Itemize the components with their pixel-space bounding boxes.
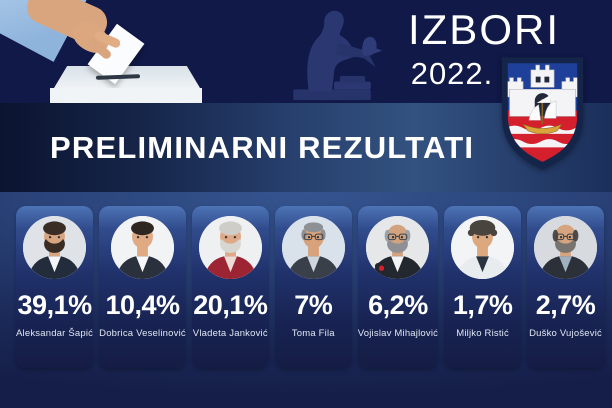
candidate-card: 6,2% Vojislav Mihajlović [357, 206, 439, 368]
ballot-box-front [50, 88, 202, 103]
pobednik-statue-icon [293, 10, 383, 101]
candidate-name: Toma Fila [291, 328, 335, 339]
candidate-photo [198, 216, 262, 279]
title-year: 2022. [410, 56, 494, 91]
results-section: 39,1% Aleksandar Šapić 10,4% Dobrica Ves… [0, 192, 612, 408]
candidate-photo [534, 216, 598, 279]
title: IZBORI [407, 6, 560, 53]
candidate-name: Aleksandar Šapić [16, 328, 94, 339]
candidate-photo [451, 216, 515, 279]
candidate-photo [110, 216, 174, 279]
candidate-name: Duško Vujošević [529, 328, 602, 339]
banner-text: PRELIMINARNI REZULTATI [50, 130, 475, 165]
candidate-name: Vladeta Janković [192, 328, 268, 339]
candidate-name: Dobrica Veselinović [99, 328, 186, 339]
hand-casting-ballot-illustration [0, 0, 265, 103]
candidate-cards: 39,1% Aleksandar Šapić 10,4% Dobrica Ves… [16, 206, 605, 368]
candidate-card: 10,4% Dobrica Veselinović [99, 206, 186, 368]
header-section: IZBORI 2022. [0, 0, 612, 103]
candidate-photo [281, 216, 345, 279]
candidate-name: Vojislav Mihajlović [357, 328, 439, 339]
candidate-percentage: 7% [294, 290, 333, 320]
candidate-photo [23, 216, 87, 279]
candidate-name: Miljko Ristić [456, 328, 509, 339]
candidate-percentage: 10,4% [105, 290, 180, 320]
candidate-card: 2,7% Duško Vujošević [527, 206, 605, 368]
candidate-card: 20,1% Vladeta Janković [191, 206, 269, 368]
candidate-card: 7% Toma Fila [274, 206, 352, 368]
candidate-card: 1,7% Miljko Ristić [444, 206, 522, 368]
candidate-photo [366, 216, 430, 279]
candidate-percentage: 1,7% [452, 290, 513, 320]
candidate-percentage: 6,2% [368, 290, 428, 320]
candidate-percentage: 2,7% [535, 290, 596, 320]
belgrade-coat-of-arms-icon [501, 57, 584, 170]
candidate-percentage: 39,1% [17, 290, 93, 320]
candidate-percentage: 20,1% [193, 290, 268, 320]
candidate-card: 39,1% Aleksandar Šapić [16, 206, 94, 368]
